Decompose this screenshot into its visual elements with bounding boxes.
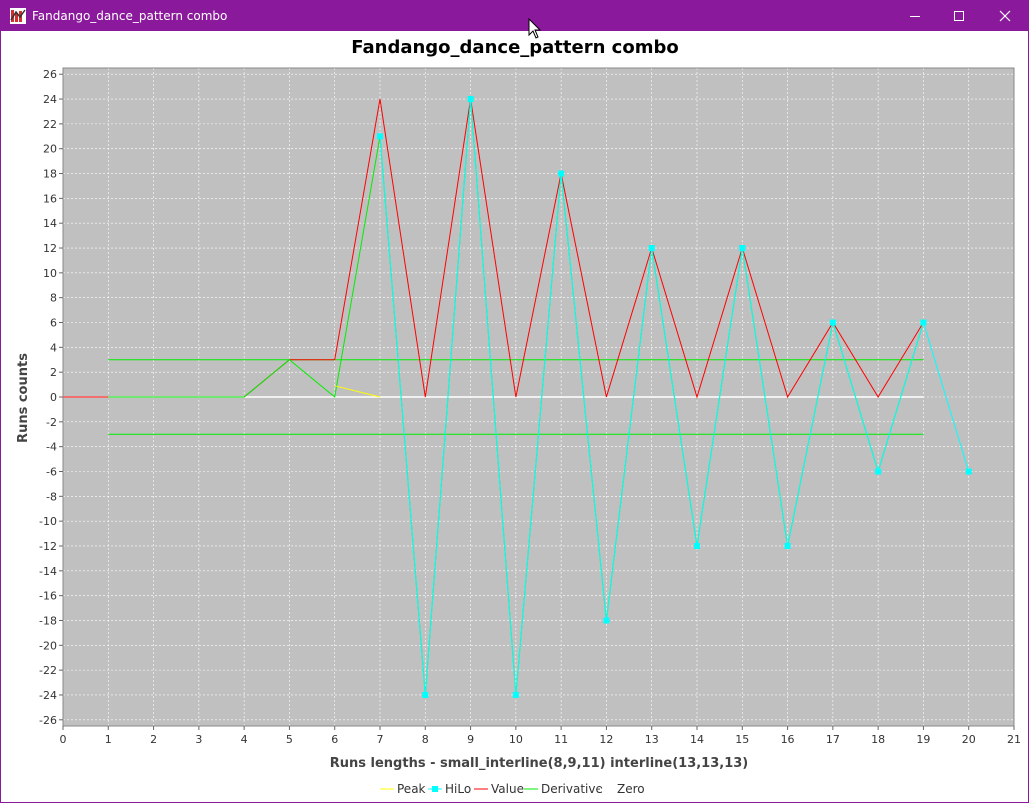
y-tick-label: 14 [43,217,57,230]
hilo-point [784,542,791,549]
minimize-button[interactable] [892,1,938,31]
y-tick-label: -2 [46,416,57,429]
hilo-point [422,691,429,698]
peak-legend-label: Peak [397,782,426,796]
x-tick-label: 21 [1007,733,1021,746]
title-bar[interactable]: Fandango_dance_pattern combo [1,1,1028,31]
x-tick-label: 8 [422,733,429,746]
y-tick-label: -14 [39,565,57,578]
minimize-icon [910,16,920,17]
x-tick-label: 19 [916,733,930,746]
x-tick-label: 20 [962,733,976,746]
y-tick-label: 12 [43,242,57,255]
y-tick-label: 4 [50,341,57,354]
y-tick-label: -8 [46,490,57,503]
x-tick-label: 4 [241,733,248,746]
hilo-point [739,245,746,252]
jfreechart-app-icon [10,8,26,24]
hilo-point [965,468,972,475]
hilo-legend-label: HiLo [445,782,471,796]
zero-legend-label: Zero [617,782,645,796]
y-tick-label: -20 [39,639,57,652]
window-title: Fandango_dance_pattern combo [32,9,228,23]
x-tick-label: 6 [331,733,338,746]
hilo-point [558,170,565,177]
series-peak [334,385,381,398]
x-tick-label: 13 [645,733,659,746]
hilo-point [648,245,655,252]
x-tick-label: 3 [195,733,202,746]
y-tick-label: -22 [39,664,57,677]
hilo-point [829,319,836,326]
x-tick-label: 2 [150,733,157,746]
hilo-point [875,468,882,475]
y-tick-label: 2 [50,366,57,379]
y-tick-label: -12 [39,540,57,553]
y-tick-label: -26 [39,714,57,727]
y-tick-label: 16 [43,192,57,205]
legend-item-zero: Zero [600,782,645,796]
hilo-point [512,691,519,698]
y-tick-label: 20 [43,143,57,156]
series-hilo [377,96,972,698]
x-tick-label: 1 [105,733,112,746]
mouse-pointer-icon [528,18,542,39]
hilo-series-line [379,98,970,696]
x-axis: 0 1 2 3 4 5 6 7 8 9 10 11 12 13 14 15 16 17 18 19 20 21 [60,726,1021,746]
legend-item-hilo: HiLo [428,782,471,796]
x-tick-label: 7 [377,733,384,746]
x-tick-label: 16 [781,733,795,746]
legend-item-derivative: Derivative [524,782,603,796]
y-tick-label: 24 [43,93,57,106]
y-tick-label: -18 [39,614,57,627]
x-tick-label: 5 [286,733,293,746]
y-axis: 26242220181614121086420-2-4-6-8-10-12-14… [39,68,63,727]
chart: Fandango_dance_pattern combo 26242220181… [16,37,1021,796]
x-tick-label: 10 [509,733,523,746]
maximize-button[interactable] [936,1,982,31]
close-button[interactable] [982,1,1028,31]
y-tick-label: 26 [43,68,57,81]
x-tick-label: 17 [826,733,840,746]
hilo-point [377,133,383,140]
legend-item-value: Value [474,782,524,796]
x-tick-label: 18 [871,733,885,746]
hilo-point [920,319,927,326]
x-tick-label: 14 [690,733,704,746]
x-tick-label: 0 [60,733,67,746]
x-tick-label: 11 [554,733,568,746]
y-axis-label: Runs counts [16,353,31,443]
plot-area [62,67,1015,727]
x-tick-label: 12 [599,733,613,746]
y-tick-label: 10 [43,267,57,280]
peak-series-line [334,385,381,398]
x-tick-label: 9 [467,733,474,746]
derivative-legend-label: Derivative [541,782,603,796]
y-tick-label: 6 [50,317,57,330]
legend-item-peak: Peak [380,782,426,796]
hilo-legend-marker [432,786,438,792]
y-tick-label: 18 [43,168,57,181]
y-tick-label: -24 [39,689,57,702]
hilo-point [694,542,700,549]
value-legend-label: Value [491,782,524,796]
hilo-point [467,96,474,103]
y-tick-label: -6 [46,465,57,478]
y-tick-label: 0 [50,391,57,404]
chart-title: Fandango_dance_pattern combo [351,37,678,58]
x-tick-label: 15 [735,733,749,746]
y-tick-label: -10 [39,515,57,528]
y-tick-label: 8 [50,292,57,305]
y-tick-label: 22 [43,118,57,131]
close-icon [999,10,1011,22]
legend: Peak HiLo Value Derivative Zero [380,782,645,796]
hilo-point [603,617,610,624]
x-axis-label: Runs lengths - small_interline(8,9,11) i… [330,756,749,771]
maximize-icon [954,11,964,21]
y-tick-label: -16 [39,590,57,603]
y-tick-label: -4 [46,441,57,454]
